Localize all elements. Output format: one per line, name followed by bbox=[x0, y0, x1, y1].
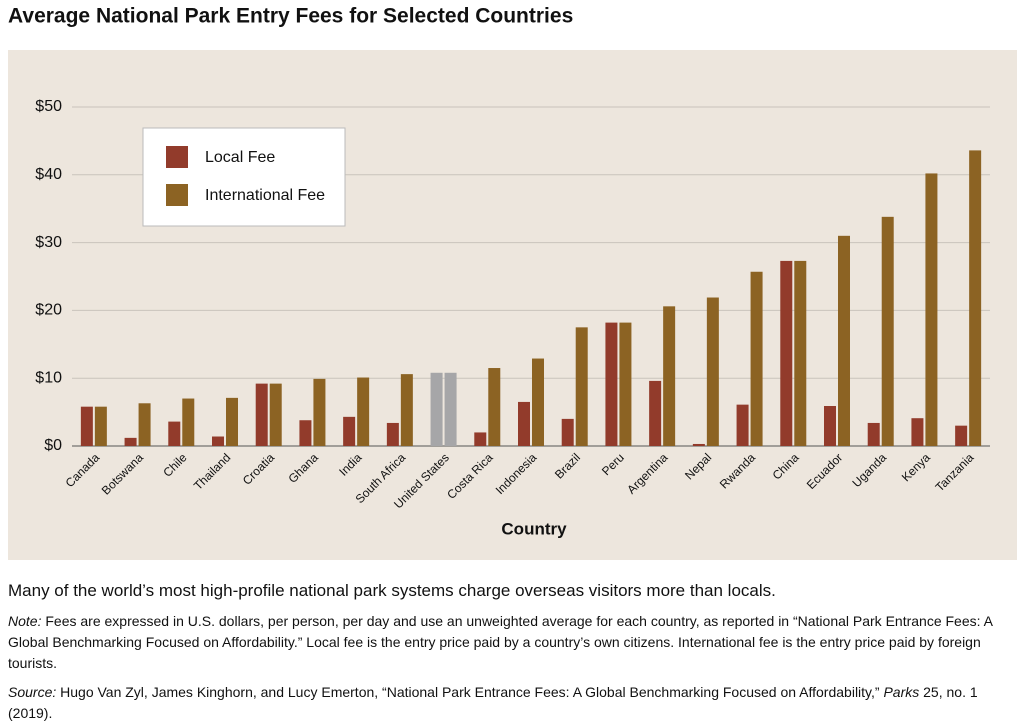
bar bbox=[881, 216, 894, 446]
bar bbox=[736, 404, 749, 446]
bar bbox=[124, 437, 137, 446]
bar bbox=[532, 358, 544, 446]
bar bbox=[838, 235, 850, 446]
legend-label: Local Fee bbox=[205, 149, 275, 166]
source-text: Hugo Van Zyl, James Kinghorn, and Lucy E… bbox=[56, 684, 884, 700]
bar bbox=[269, 383, 282, 446]
bar bbox=[692, 443, 705, 446]
bar bbox=[400, 374, 413, 446]
bar bbox=[255, 383, 268, 446]
source: Source: Hugo Van Zyl, James Kinghorn, an… bbox=[8, 682, 1018, 724]
caption: Many of the world’s most high-profile na… bbox=[8, 581, 776, 600]
note-text: Fees are expressed in U.S. dollars, per … bbox=[8, 613, 993, 671]
bar bbox=[911, 418, 924, 446]
y-tick-label: $50 bbox=[35, 98, 62, 115]
bar bbox=[605, 322, 618, 446]
bar bbox=[94, 406, 107, 446]
source-label: Source: bbox=[8, 684, 57, 700]
bar bbox=[488, 368, 501, 446]
bar bbox=[444, 372, 457, 446]
bar bbox=[706, 297, 719, 446]
bar bbox=[649, 380, 662, 446]
bar bbox=[925, 173, 938, 446]
bar bbox=[357, 377, 370, 446]
legend-swatch bbox=[166, 184, 188, 206]
bar bbox=[299, 420, 312, 446]
x-axis-title: Country bbox=[501, 519, 567, 538]
bar bbox=[138, 403, 151, 446]
y-tick-label: $30 bbox=[35, 234, 62, 251]
source-rest: 25, no. 1 (2019). bbox=[8, 684, 978, 721]
chart-title: Average National Park Entry Fees for Sel… bbox=[8, 5, 573, 28]
bar bbox=[663, 306, 676, 446]
bar bbox=[80, 406, 93, 446]
bar bbox=[226, 397, 238, 446]
y-tick-label: $0 bbox=[44, 437, 62, 454]
bar bbox=[780, 260, 793, 446]
bar bbox=[182, 398, 195, 446]
legend-swatch bbox=[166, 146, 188, 168]
bar bbox=[430, 372, 443, 446]
bar bbox=[824, 405, 836, 446]
bar bbox=[561, 418, 574, 446]
note: Note: Fees are expressed in U.S. dollars… bbox=[8, 611, 1018, 674]
bar bbox=[955, 425, 968, 446]
legend-label: International Fee bbox=[205, 187, 325, 204]
bar bbox=[619, 322, 632, 446]
legend-box bbox=[142, 127, 346, 227]
bar bbox=[794, 260, 807, 446]
y-tick-label: $40 bbox=[35, 166, 62, 183]
bar bbox=[575, 327, 588, 446]
bar bbox=[474, 432, 487, 446]
y-tick-label: $20 bbox=[35, 302, 62, 319]
y-tick-label: $10 bbox=[35, 369, 62, 386]
chart: Average National Park Entry Fees for Sel… bbox=[8, 5, 1017, 560]
bar bbox=[867, 422, 880, 446]
bar bbox=[313, 378, 326, 446]
source-journal: Parks bbox=[883, 684, 920, 700]
bar bbox=[969, 150, 982, 446]
bar bbox=[212, 436, 224, 446]
bar bbox=[168, 421, 181, 446]
bar bbox=[386, 422, 399, 446]
bar bbox=[750, 271, 763, 446]
bar bbox=[343, 416, 356, 446]
bar bbox=[518, 401, 530, 446]
note-label: Note: bbox=[8, 613, 42, 629]
